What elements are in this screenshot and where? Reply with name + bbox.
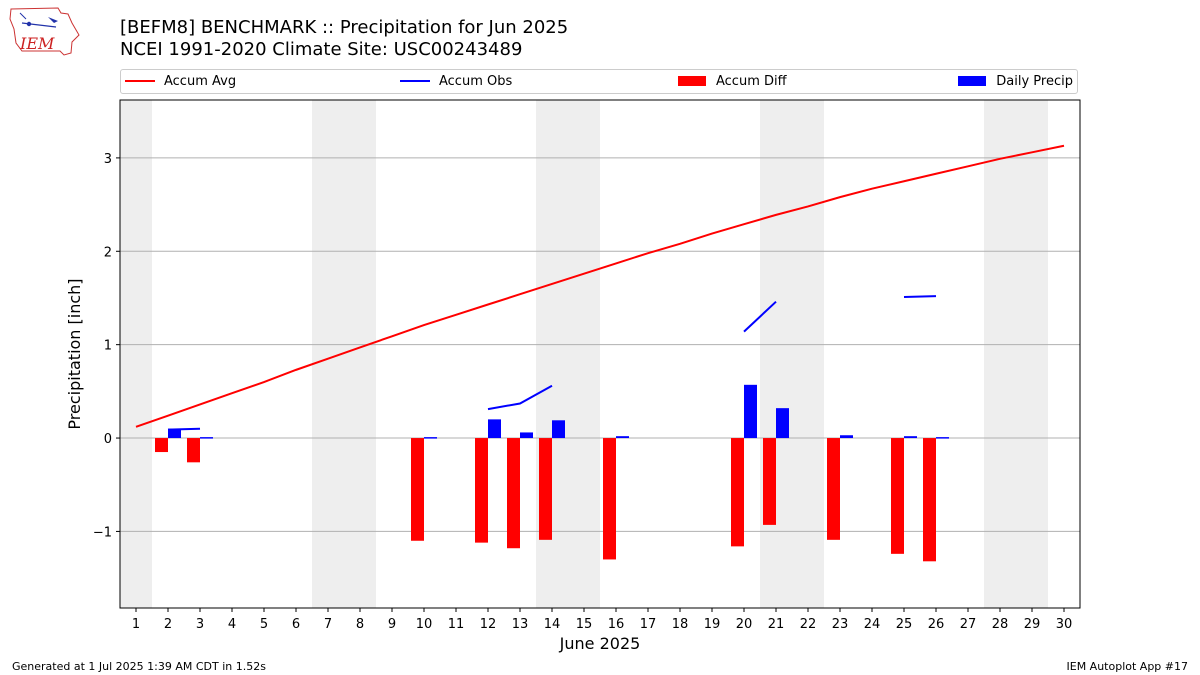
footer-app: IEM Autoplot App #17 (1066, 660, 1189, 673)
x-tick-label: 15 (576, 617, 593, 632)
bar-daily-precip (904, 436, 917, 439)
x-tick-label: 3 (196, 617, 204, 632)
bar-accum-diff (923, 438, 936, 562)
bar-accum-diff (763, 438, 776, 525)
x-tick-label: 25 (896, 617, 913, 632)
x-tick-label: 22 (800, 617, 817, 632)
line-accum-obs (487, 384, 553, 411)
legend-item-daily-precip: Daily Precip (958, 74, 1073, 89)
legend-item-accum-diff: Accum Diff (678, 74, 787, 89)
bar-daily-precip (776, 408, 789, 439)
x-tick-label: 18 (672, 617, 689, 632)
chart-subtitle: NCEI 1991-2020 Climate Site: USC00243489 (120, 39, 523, 60)
x-tick-label: 1 (132, 617, 140, 632)
y-tick-label: 1 (104, 339, 112, 354)
gridlines (120, 157, 1080, 532)
bar-daily-precip (840, 435, 853, 439)
line-accum-obs (903, 295, 937, 299)
legend-item-accum-obs: Accum Obs (400, 74, 512, 89)
legend-label-accum-diff: Accum Diff (716, 74, 787, 89)
legend-swatch-accum-diff (678, 75, 706, 86)
x-tick-label: 10 (416, 617, 433, 632)
bar-daily-precip (616, 436, 629, 439)
legend-label-accum-obs: Accum Obs (439, 74, 513, 89)
x-tick-label: 28 (992, 617, 1009, 632)
iem-logo: IEM (9, 7, 80, 56)
x-tick-label: 12 (480, 617, 497, 632)
y-tick-label: −1 (93, 525, 112, 540)
x-tick-label: 21 (768, 617, 785, 632)
y-axis-label: Precipitation [inch] (65, 278, 84, 429)
line-accum-obs (167, 427, 201, 431)
lines (135, 144, 1065, 431)
weekend-band (120, 100, 152, 608)
x-tick-label: 8 (356, 617, 364, 632)
x-tick-label: 27 (960, 617, 977, 632)
bar-daily-precip (552, 420, 565, 439)
x-tick-label: 23 (832, 617, 849, 632)
x-tick-label: 9 (388, 617, 396, 632)
chart-legend: Accum Avg Accum Obs Accum Diff Daily Pre… (120, 69, 1078, 94)
x-tick-label: 14 (544, 617, 561, 632)
bars (155, 384, 949, 562)
line-accum-avg (135, 144, 1065, 428)
y-tick-label: 2 (104, 245, 112, 260)
x-tick-label: 11 (448, 617, 465, 632)
bar-accum-diff (187, 438, 200, 463)
bar-daily-precip (168, 428, 181, 439)
x-axis-label: June 2025 (559, 634, 641, 653)
x-tick-label: 16 (608, 617, 625, 632)
bar-accum-diff (539, 438, 552, 540)
bar-daily-precip (488, 419, 501, 439)
legend-swatch-accum-avg (125, 79, 155, 82)
x-tick-label: 7 (324, 617, 332, 632)
x-tick-label: 30 (1056, 617, 1073, 632)
chart-title: [BEFM8] BENCHMARK :: Precipitation for J… (120, 17, 569, 38)
bar-daily-precip (200, 437, 213, 439)
bar-accum-diff (475, 438, 488, 543)
x-tick-label: 13 (512, 617, 529, 632)
x-tick-label: 17 (640, 617, 657, 632)
legend-swatch-daily-precip (958, 75, 987, 86)
bar-accum-diff (827, 438, 840, 540)
bar-daily-precip (936, 437, 949, 439)
y-tick-label: 0 (104, 432, 112, 447)
x-tick-label: 24 (864, 617, 881, 632)
y-tick-label: 3 (104, 152, 112, 167)
bar-accum-diff (411, 438, 424, 541)
legend-label-accum-avg: Accum Avg (164, 74, 237, 89)
x-tick-label: 29 (1024, 617, 1041, 632)
x-tick-label: 4 (228, 617, 236, 632)
x-tick-label: 5 (260, 617, 268, 632)
bar-accum-diff (891, 438, 904, 554)
weekend-band (984, 100, 1048, 608)
bar-accum-diff (731, 438, 744, 547)
x-tick-label: 19 (704, 617, 721, 632)
x-tick-label: 20 (736, 617, 753, 632)
legend-label-daily-precip: Daily Precip (996, 74, 1073, 89)
legend-item-accum-avg: Accum Avg (125, 74, 236, 89)
bar-accum-diff (155, 438, 168, 453)
bar-daily-precip (424, 437, 437, 439)
x-tick-label: 26 (928, 617, 945, 632)
x-tick-label: 2 (164, 617, 172, 632)
bar-daily-precip (744, 384, 757, 439)
plot-frame (119, 99, 1081, 609)
bar-daily-precip (520, 432, 533, 439)
line-accum-obs (743, 300, 777, 333)
footer-generated: Generated at 1 Jul 2025 1:39 AM CDT in 1… (12, 660, 266, 673)
x-tick-label: 6 (292, 617, 300, 632)
bar-accum-diff (603, 438, 616, 560)
iem-logo-text: IEM (19, 34, 55, 53)
bar-accum-diff (507, 438, 520, 549)
legend-swatch-accum-obs (400, 79, 430, 82)
